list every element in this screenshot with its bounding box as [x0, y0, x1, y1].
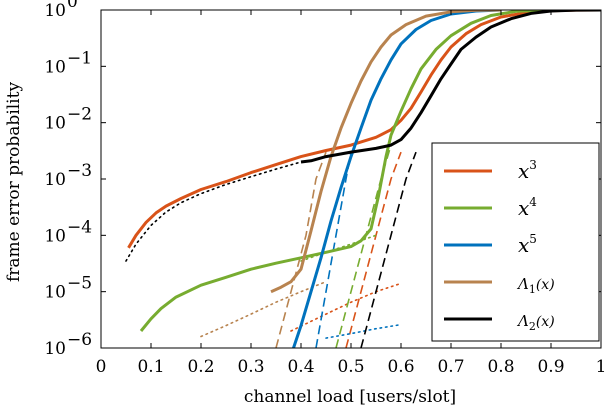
series-lines — [125, 10, 601, 348]
legend: x3 x4 x5 Λ1(x) Λ2(x) — [431, 142, 600, 342]
series-4-asymptote-low — [125, 161, 302, 262]
y-tick-label: 10 — [44, 114, 66, 134]
legend-entry-label: Λ1(x) — [516, 275, 555, 296]
legend-box — [431, 142, 600, 342]
legend-entry-label: x4 — [518, 195, 537, 220]
series-3-asymptote-low — [200, 280, 327, 338]
legend-entry-label: x3 — [518, 158, 537, 183]
series-0-asymptote-high — [345, 151, 402, 348]
y-tick-label: 10 — [44, 57, 66, 77]
y-tick-label: 10 — [44, 339, 66, 359]
series-0-line — [127, 10, 601, 249]
y-tick-exponent: −4 — [67, 217, 92, 237]
legend-entry-label: x5 — [518, 232, 537, 257]
axis-ticks: 0 0.1 0.2 0.3 0.4 0.5 0.6 0.7 0.8 0.9 110 −610 −510−… — [44, 0, 606, 377]
x-tick-label: 0.5 — [337, 357, 364, 377]
y-tick-exponent: −6 — [67, 330, 92, 350]
x-tick-label: 0 — [96, 357, 107, 377]
x-tick-label: 0.7 — [437, 357, 464, 377]
series-2-line — [292, 10, 502, 348]
series-2-asymptote-high — [315, 151, 352, 348]
x-tick-label: 0.8 — [487, 357, 514, 377]
series-2-asymptote-low — [325, 323, 402, 339]
y-tick-exponent: −2 — [67, 105, 92, 125]
y-tick-label: 10 — [44, 1, 66, 21]
series-3-line — [270, 10, 502, 294]
x-tick-label: 0.9 — [537, 357, 564, 377]
x-tick-label: 0.4 — [287, 357, 314, 377]
x-tick-label: 1 — [596, 357, 607, 377]
series-1-line — [139, 10, 562, 332]
y-tick-label: 10 — [44, 283, 66, 303]
x-tick-label: 0.1 — [137, 357, 164, 377]
series-3-asymptote-high — [275, 151, 327, 348]
y-tick-exponent: −1 — [67, 48, 92, 68]
y-tick-exponent: 0 — [67, 0, 78, 12]
legend-entry-label: Λ2(x) — [516, 312, 555, 333]
y-tick-label: 10 — [44, 170, 66, 190]
x-tick-label: 0.3 — [237, 357, 264, 377]
series-4-asymptote-high — [360, 151, 417, 348]
series-4-line — [300, 10, 601, 164]
x-tick-label: 0.6 — [387, 357, 414, 377]
y-tick-label: 10 — [44, 226, 66, 246]
series-0-asymptote-low — [290, 282, 402, 332]
x-axis-label: channel load [users/slot] — [244, 387, 456, 407]
y-axis-label: frame error probability — [4, 82, 24, 283]
y-tick-exponent: −3 — [67, 161, 92, 181]
x-tick-label: 0.2 — [187, 357, 214, 377]
y-tick-exponent: −5 — [67, 274, 92, 294]
